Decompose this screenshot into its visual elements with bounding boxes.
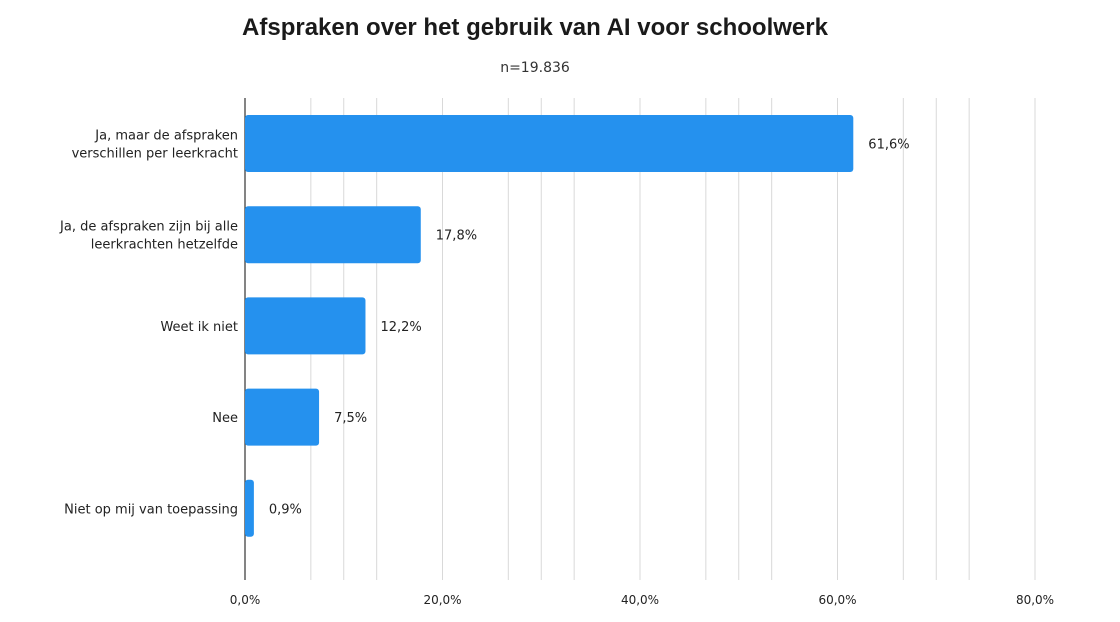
chart-title: Afspraken over het gebruik van AI voor s… [242, 14, 828, 41]
chart-subtitle: n=19.836 [500, 60, 570, 76]
bar [245, 297, 366, 355]
data-label: 61,6% [868, 138, 909, 153]
category-label: leerkrachten hetzelfde [91, 238, 238, 253]
x-tick-label: 0,0% [230, 593, 261, 607]
category-label: Ja, de afspraken zijn bij alle [59, 220, 238, 235]
bar [245, 479, 254, 537]
category-label: verschillen per leerkracht [72, 147, 238, 162]
bar [245, 206, 421, 264]
data-label: 12,2% [380, 320, 421, 335]
data-label: 7,5% [334, 411, 367, 426]
x-tick-label: 80,0% [1016, 593, 1054, 607]
category-label: Ja, maar de afspraken [94, 129, 238, 144]
x-tick-label: 40,0% [621, 593, 659, 607]
category-label: Weet ik niet [160, 320, 238, 335]
bar [245, 388, 320, 446]
bar [245, 115, 854, 172]
category-label: Nee [212, 411, 238, 426]
category-label: Niet op mij van toepassing [64, 502, 238, 517]
x-tick-label: 20,0% [423, 593, 461, 607]
x-tick-label: 60,0% [818, 593, 856, 607]
data-label: 17,8% [436, 229, 477, 244]
data-label: 0,9% [269, 502, 302, 517]
